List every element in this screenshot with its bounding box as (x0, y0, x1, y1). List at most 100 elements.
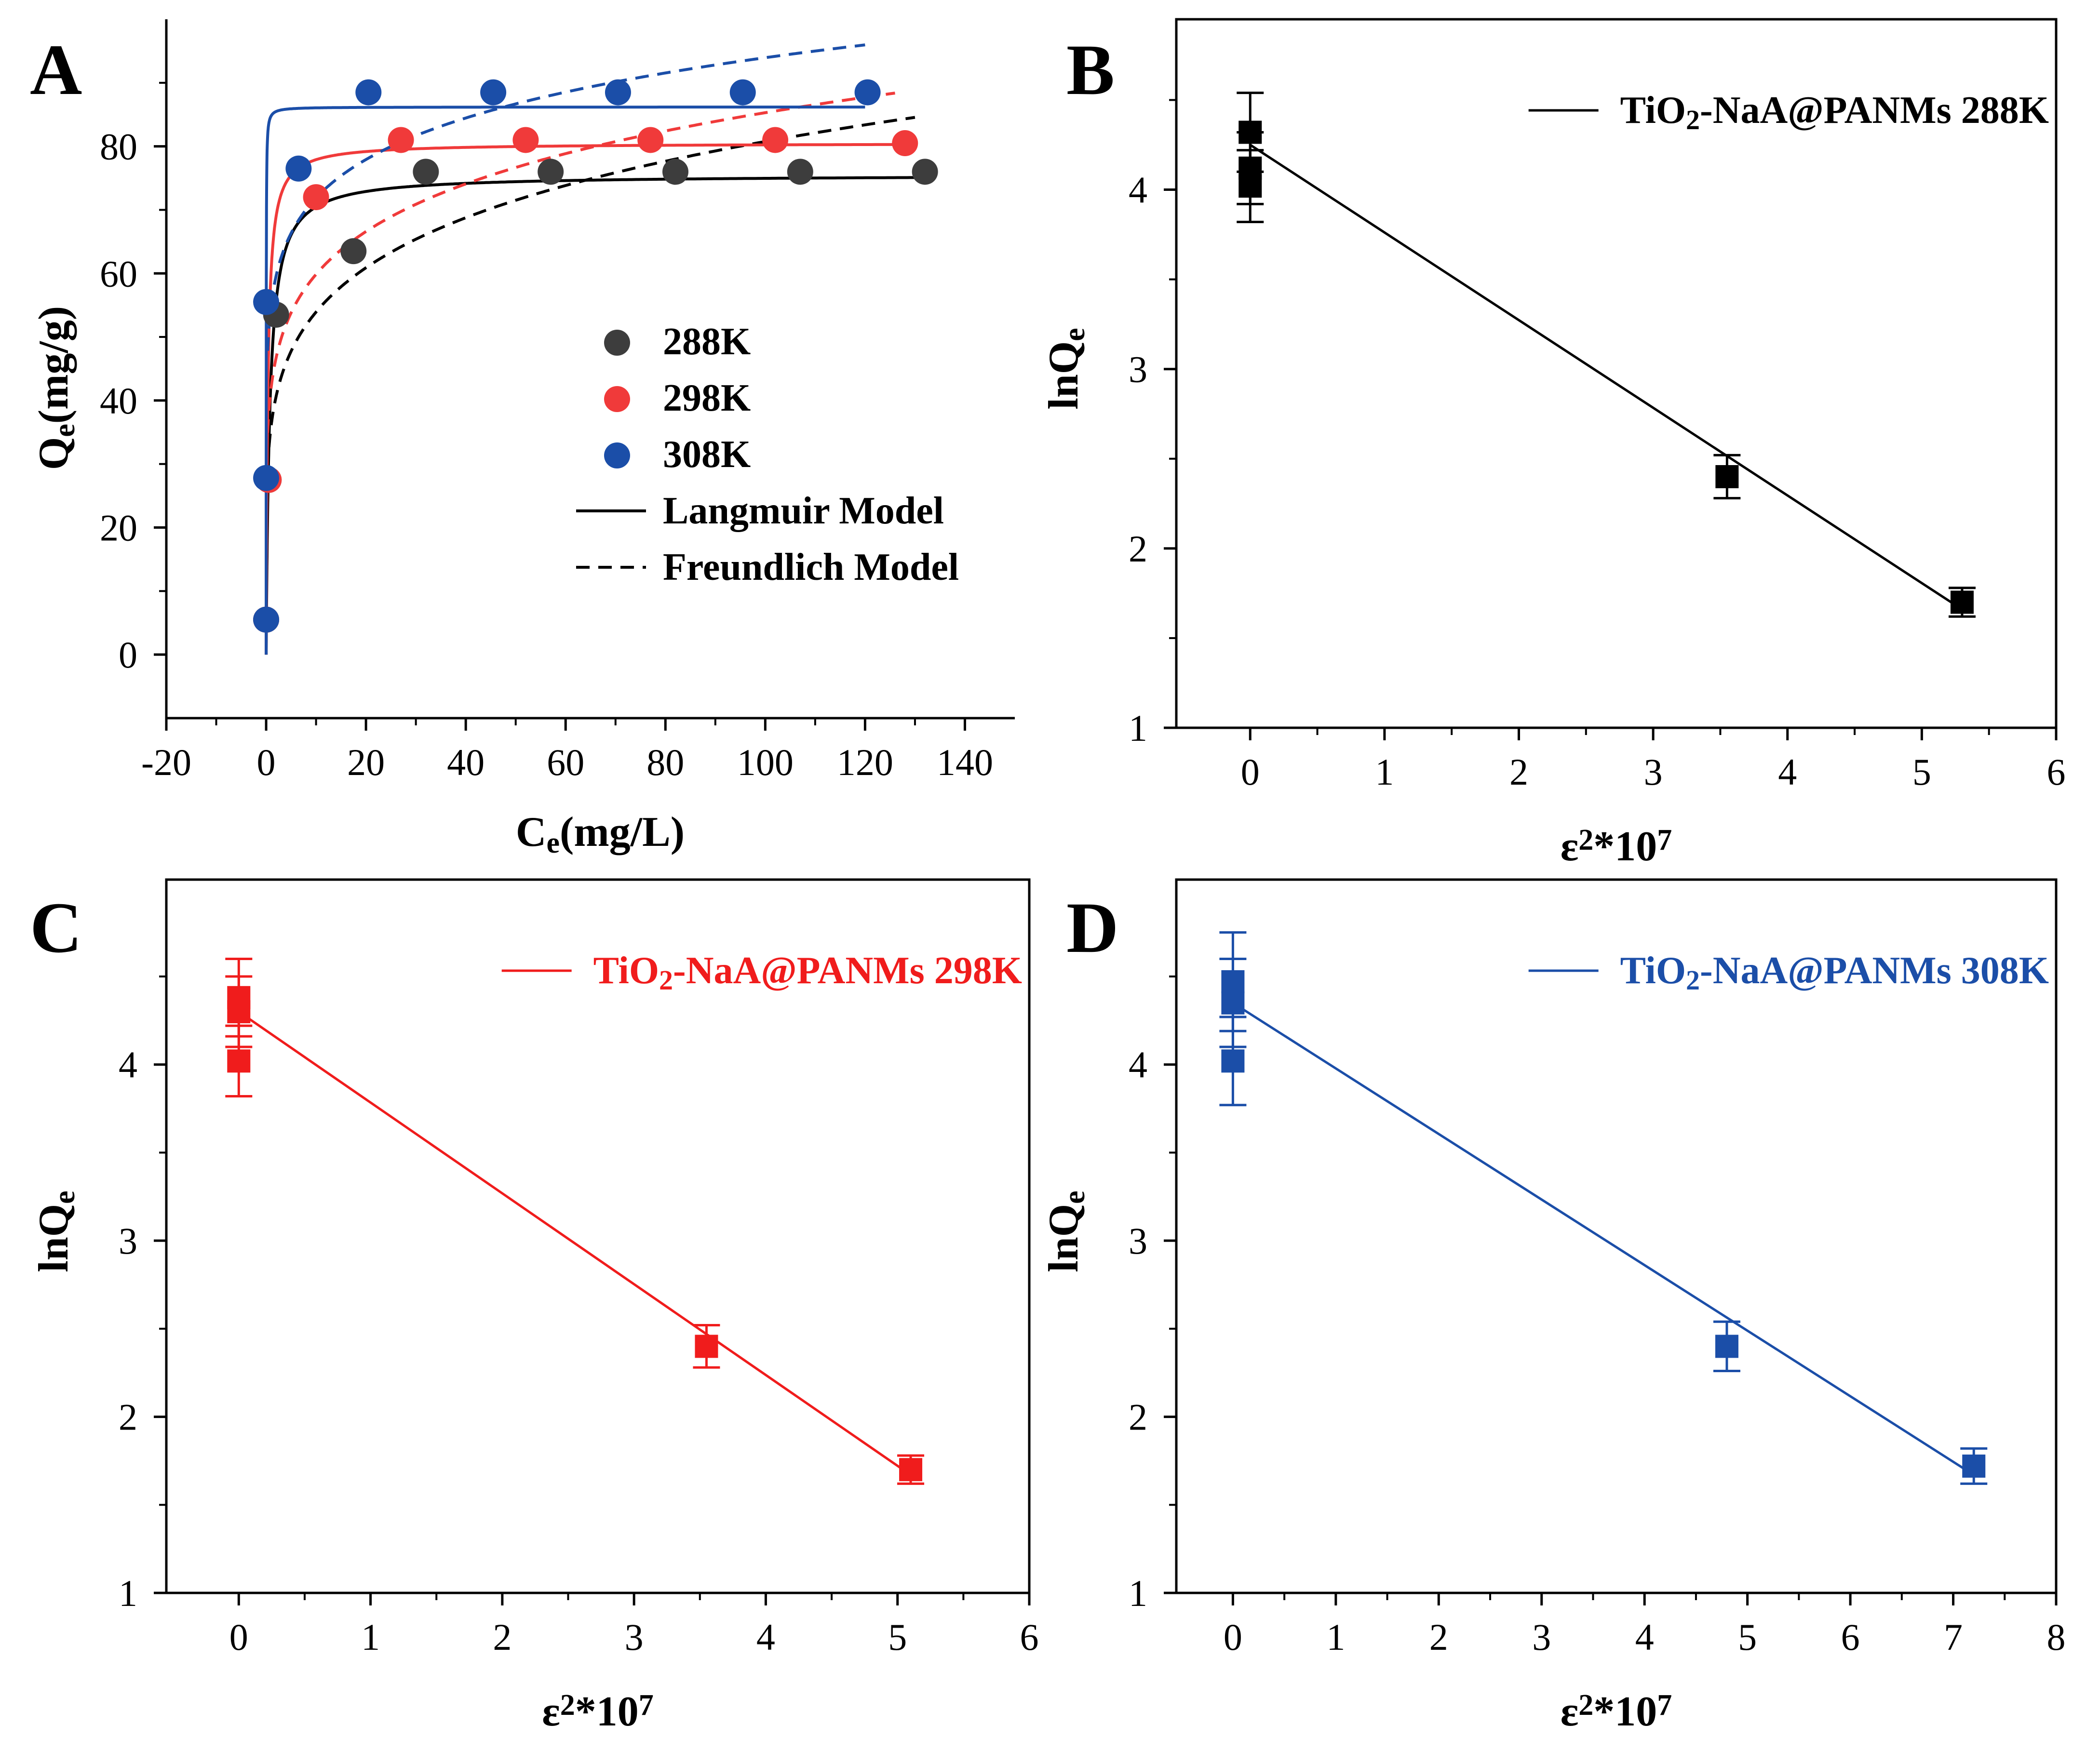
data-point-308K (729, 79, 756, 106)
x-tick-label: 20 (347, 741, 385, 783)
data-point (227, 1000, 251, 1024)
y-tick-label: 80 (100, 126, 137, 168)
fit-line (1232, 1002, 1975, 1476)
panel-c: C 0 1 2 3 4 5 6 1 2 3 4 ε2*107 lnQe TiO2-NaA@PANMs 298… (30, 878, 1039, 1735)
x-axis-title: ε2*107 (542, 1688, 654, 1735)
x-tick-label: 2 (1429, 1616, 1448, 1658)
x-tick-label: 80 (646, 741, 684, 783)
x-tick-label: 4 (1635, 1616, 1654, 1658)
y-tick-label: 3 (1129, 348, 1147, 390)
data-point-308K (285, 155, 312, 182)
x-tick-label: 6 (1841, 1616, 1860, 1658)
x-tick-label: 1 (1326, 1616, 1345, 1658)
x-tick-label: 120 (837, 741, 893, 783)
data-point-298K (892, 130, 918, 157)
legend: 288K 298K 308K Langmuir Model Freundlich Mod… (576, 321, 959, 588)
y-tick-label: 4 (1129, 1044, 1147, 1086)
data-point-288K (912, 159, 938, 185)
x-tick-label: 140 (937, 741, 993, 783)
y-tick-label: 20 (100, 507, 137, 549)
data-point-288K (340, 238, 367, 265)
legend: TiO2-NaA@PANMs 288K (1528, 89, 2049, 135)
legend-marker-288K (604, 330, 630, 356)
data-point-298K (388, 127, 414, 153)
legend-marker-298K (604, 386, 630, 412)
y-tick-label: 1 (1129, 1572, 1147, 1614)
data-point-308K (605, 79, 631, 106)
plot-frame (1175, 18, 2058, 729)
y-tick-label: 2 (1129, 1396, 1147, 1438)
legend-label: 308K (663, 433, 751, 476)
panel-letter: C (30, 888, 82, 968)
x-tick-label: 0 (229, 1616, 248, 1658)
y-tick-label: 1 (1129, 707, 1147, 749)
data-point (1962, 1454, 1986, 1478)
x-tick-label: 2 (493, 1616, 512, 1658)
data-point-308K (253, 606, 280, 633)
x-tick-label: 0 (257, 741, 276, 783)
langmuir-curve-298K (265, 143, 900, 655)
x-tick-label: 3 (1644, 751, 1663, 793)
x-tick-label: 5 (888, 1616, 907, 1658)
x-tick-label: 100 (737, 741, 794, 783)
panel-letter: D (1066, 888, 1118, 968)
x-tick-label: 7 (1944, 1616, 1963, 1658)
y-axis-title: Qe(mg/g) (30, 306, 81, 470)
y-tick-label: 3 (1129, 1220, 1147, 1262)
legend-label: TiO2-NaA@PANMs 308K (1620, 949, 2049, 996)
freundlich-curve-308K (266, 43, 865, 351)
x-tick-label: 0 (1241, 751, 1260, 793)
data-point (1950, 590, 1974, 614)
y-axis-title: lnQe (1040, 1190, 1091, 1272)
x-tick-label: 5 (1738, 1616, 1757, 1658)
y-axis-title: lnQe (30, 1190, 81, 1272)
data-point (1715, 1335, 1738, 1358)
x-tick-label: 3 (1532, 1616, 1551, 1658)
y-tick-label: 60 (100, 253, 137, 294)
data-point (1221, 1049, 1245, 1073)
y-tick-label: 4 (119, 1044, 137, 1086)
y-tick-label: 40 (100, 380, 137, 422)
legend-label: TiO2-NaA@PANMs 288K (1620, 89, 2049, 135)
data-point (1221, 991, 1245, 1015)
x-tick-label: 4 (1778, 751, 1797, 793)
freundlich-curve-288K (266, 116, 915, 469)
plot-frame (165, 878, 1031, 1594)
data-point-288K (662, 159, 688, 185)
x-tick-label: 2 (1509, 751, 1528, 793)
x-axis-title: ε2*107 (1561, 1688, 1672, 1735)
data-point (1238, 174, 1262, 198)
y-tick-label: 2 (1129, 528, 1147, 570)
x-tick-label: 1 (361, 1616, 380, 1658)
y-tick-label: 1 (119, 1572, 137, 1614)
panel-d: D 0 1 2 3 4 5 6 7 8 1 2 3 4 ε2*107 lnQe TiO2-NaA@PANMs 3… (1040, 878, 2066, 1735)
x-tick-label: 8 (2047, 1616, 2066, 1658)
y-tick-label: 3 (119, 1220, 137, 1262)
data-point-308K (480, 79, 507, 106)
legend-label: 288K (663, 321, 751, 363)
data-point (1715, 465, 1739, 488)
x-tick-label: 6 (1020, 1616, 1039, 1658)
data-point-308K (253, 465, 280, 491)
panel-letter: A (30, 30, 82, 110)
data-point (227, 1049, 251, 1073)
fit-line (1249, 144, 1963, 611)
langmuir-curve-308K (265, 106, 865, 655)
x-tick-label: 0 (1224, 1616, 1242, 1658)
y-tick-label: 0 (119, 634, 137, 676)
legend-label: TiO2-NaA@PANMs 298K (593, 949, 1022, 996)
y-tick-label: 4 (1129, 169, 1147, 211)
data-point (899, 1458, 923, 1482)
data-point-288K (413, 159, 439, 185)
x-axis-title: Ce(mg/L) (516, 809, 685, 859)
panel-a: A -20 0 20 40 60 80 100 120 140 0 20 40 60 80 Ce(mg/L) Q… (30, 19, 1015, 859)
x-tick-label: 3 (625, 1616, 644, 1658)
panel-b: B 0 1 2 3 4 5 6 1 2 3 4 ε2*107 lnQe TiO2-NaA@PANMs 288… (1040, 18, 2066, 870)
y-axis-title: lnQe (1040, 328, 1091, 409)
x-tick-label: 40 (447, 741, 485, 783)
data-point-298K (512, 127, 539, 153)
legend-marker-308K (604, 442, 630, 468)
data-point-298K (762, 127, 789, 153)
x-tick-label: 60 (547, 741, 584, 783)
